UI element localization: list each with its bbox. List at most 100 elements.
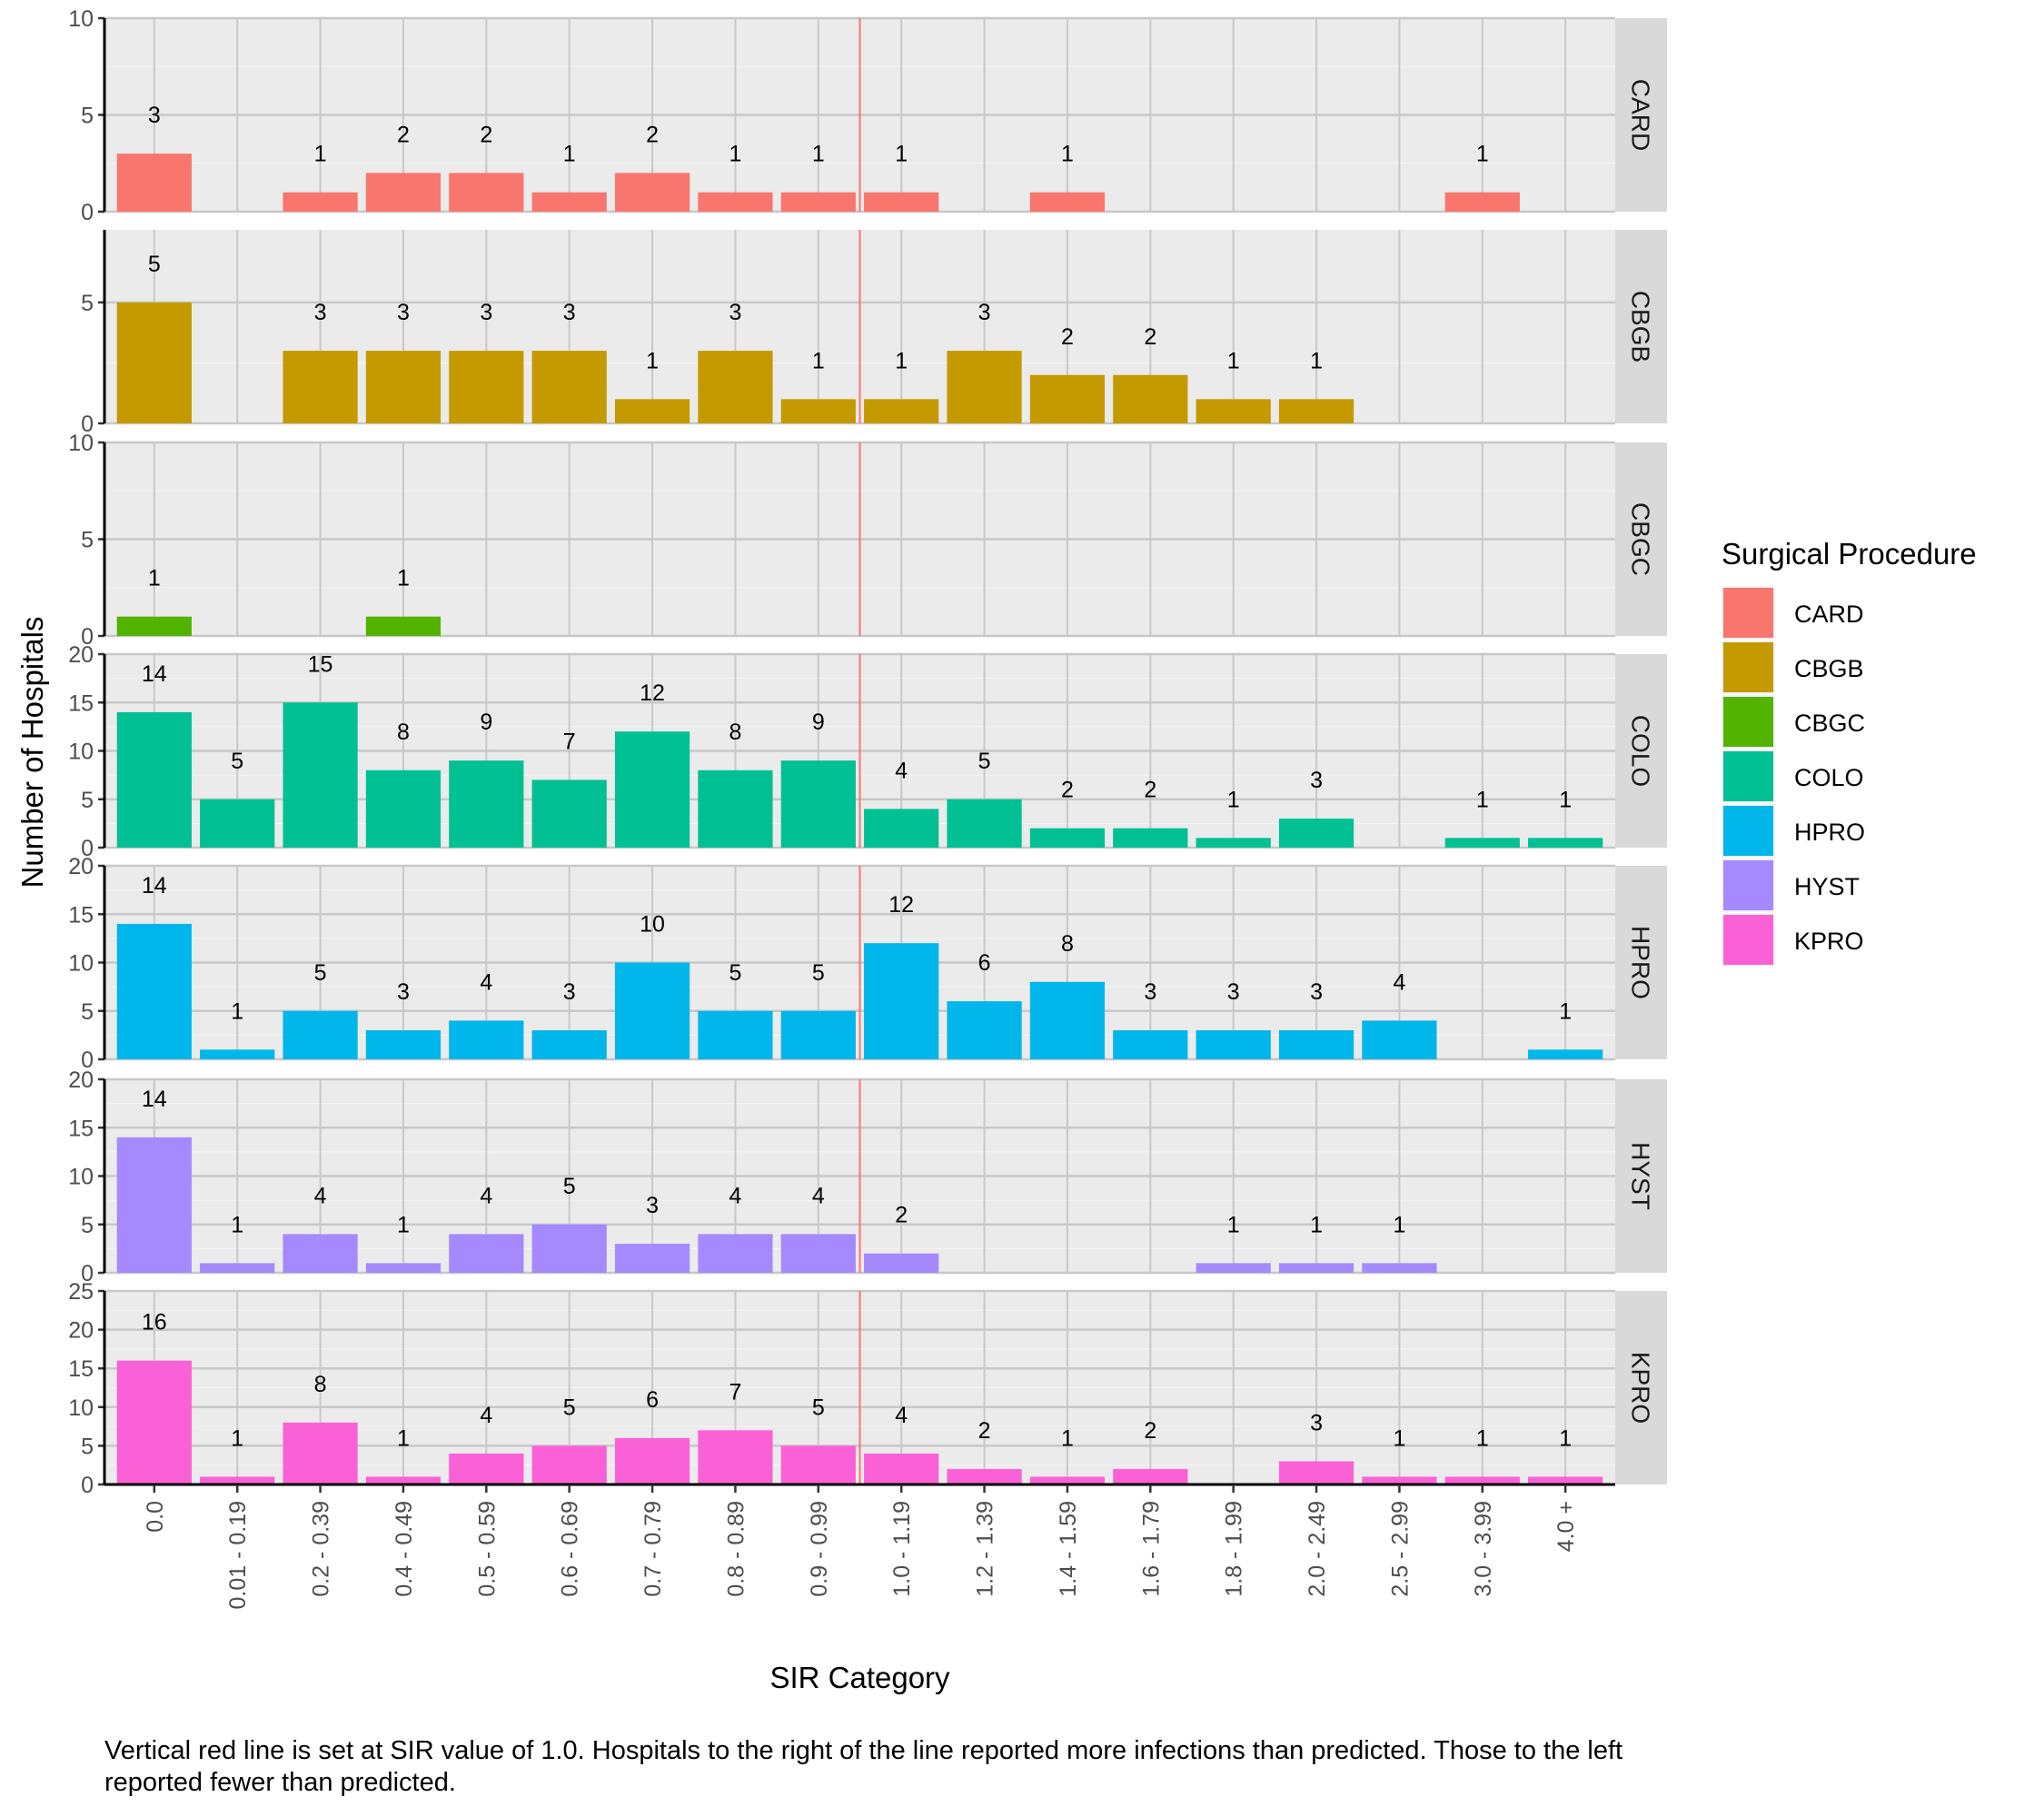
bar-value-label: 1 [1559,998,1572,1024]
bar-value-label: 1 [1476,142,1489,167]
bar-hpro [614,962,690,1059]
bar-card [780,192,856,212]
bar-value-label: 2 [1144,778,1156,803]
x-axis-title: SIR Category [769,1661,950,1694]
bar-kpro [449,1453,524,1484]
legend-item-hyst: HYST [1722,859,1860,912]
bar-hpro [698,1010,773,1059]
y-tick-label: 10 [68,431,94,456]
bar-colo [283,702,358,848]
y-tick-label: 10 [68,951,94,977]
bar-card [1029,192,1106,212]
bar-hyst [698,1234,773,1273]
bar-value-label: 5 [812,1395,825,1420]
bar-colo [1113,828,1188,848]
bar-value-label: 1 [1227,348,1240,373]
bar-hpro [1113,1030,1188,1059]
bar-card [283,192,358,212]
y-tick-label: 10 [68,1395,94,1421]
bar-hpro [947,1001,1022,1059]
bar-value-label: 5 [563,1174,576,1199]
bar-hyst [864,1253,939,1273]
bar-kpro [200,1476,275,1484]
bar-hpro [1196,1030,1271,1059]
caption-note: Vertical red line is set at SIR value of… [104,1736,1623,1797]
facet-strip-label: HPRO [1627,926,1655,999]
y-tick-label: 0 [81,836,94,861]
bar-colo [1278,819,1354,848]
bar-value-label: 1 [563,142,576,167]
y-tick-label: 5 [81,528,94,553]
bar-value-label: 3 [1227,979,1240,1005]
legend-label: CBGB [1794,655,1864,682]
bar-value-label: 4 [812,1183,825,1208]
y-tick-label: 15 [68,1356,94,1382]
bar-colo [1029,828,1106,848]
bar-value-label: 9 [480,710,492,735]
bar-hpro [365,1030,442,1059]
facet-panel-cbgc: 0 5 10 1 1 CBGC [68,431,1667,650]
y-tick-label: 25 [68,1279,94,1305]
bar-value-label: 1 [231,1425,243,1451]
bar-value-label: 4 [314,1183,327,1208]
bar-value-label: 1 [397,1212,410,1237]
bar-card [449,173,524,212]
x-tick-label: 1.8 - 1.99 [1222,1501,1247,1597]
facet-strip [1615,18,1667,212]
y-tick-label: 20 [68,1318,94,1344]
bar-value-label: 2 [1144,1418,1156,1444]
y-tick-label: 20 [68,854,94,879]
bar-kpro [283,1422,358,1484]
bar-kpro [1029,1476,1106,1484]
x-tick-label: 1.4 - 1.59 [1056,1501,1081,1597]
bar-value-label: 3 [1144,979,1156,1005]
bar-value-label: 4 [480,1403,492,1428]
bar-colo [947,799,1022,848]
bar-hpro [864,943,939,1059]
bar-value-label: 2 [978,1418,991,1444]
bar-value-label: 3 [1310,1410,1323,1435]
bar-kpro [947,1468,1022,1484]
bar-value-label: 1 [231,998,243,1024]
bar-value-label: 1 [1227,1212,1240,1237]
bar-value-label: 1 [1559,787,1572,812]
y-tick-label: 0 [81,412,94,437]
x-tick-label: 0.0 [143,1501,168,1533]
bar-value-label: 14 [142,873,167,899]
y-tick-label: 10 [68,740,94,765]
facet-strip-label: COLO [1627,715,1655,787]
bar-value-label: 1 [729,142,741,167]
bar-hpro [200,1049,275,1059]
facet-strip [1615,1079,1667,1273]
bar-value-label: 14 [142,661,167,687]
legend: Surgical Procedure CARD CBGB CBGC COLO HPRO H… [1722,537,1977,967]
bar-colo [1444,838,1520,848]
facet-strip-label: CBGC [1627,502,1655,576]
x-tick-label: 0.8 - 0.89 [723,1501,749,1597]
legend-swatch [1723,806,1773,856]
bar-hyst [531,1224,607,1273]
bar-kpro [116,1360,192,1484]
y-tick-label: 20 [68,642,94,668]
y-tick-label: 5 [81,1434,94,1459]
bar-value-label: 3 [314,300,327,325]
bar-hpro [531,1030,607,1059]
x-tick-label: 1.6 - 1.79 [1138,1501,1164,1597]
bar-hyst [449,1234,524,1273]
legend-label: HYST [1794,873,1860,900]
bar-colo [365,769,442,848]
bar-hyst [365,1263,442,1273]
bar-hpro [449,1020,524,1059]
bar-value-label: 2 [1144,324,1156,350]
bar-card [531,192,607,212]
bar-value-label: 1 [1310,1212,1323,1237]
y-tick-label: 0 [81,624,94,650]
bar-cbgb [698,351,773,423]
legend-swatch [1723,860,1773,910]
y-tick-label: 10 [68,1165,94,1190]
x-tick-label: 0.01 - 0.19 [225,1501,251,1610]
bar-kpro [1278,1461,1354,1484]
